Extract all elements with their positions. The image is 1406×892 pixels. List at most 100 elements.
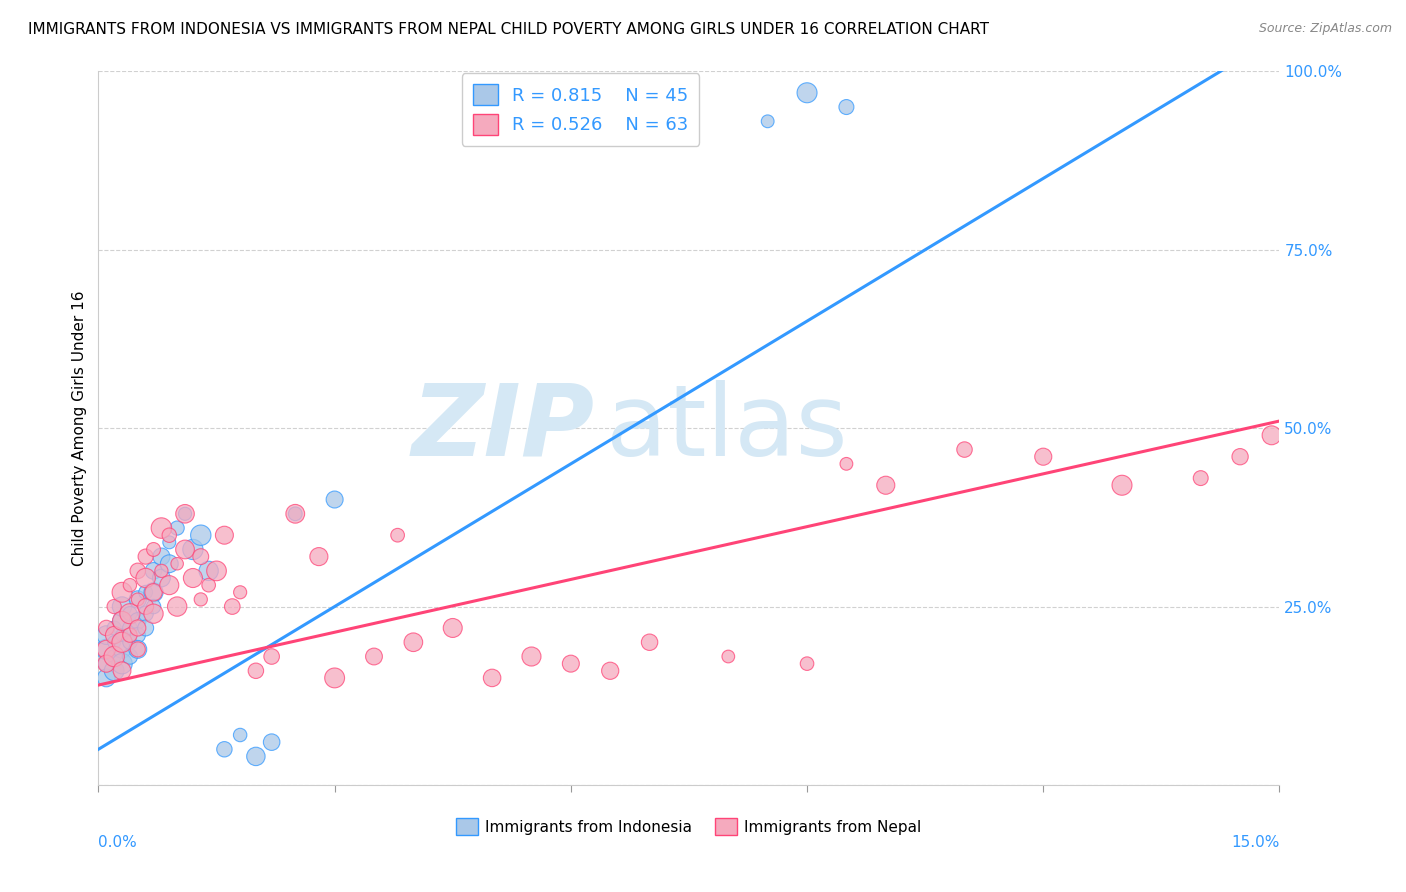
- Point: [150, 571, 173, 585]
- Point: [875, 478, 897, 492]
- Point: [481, 671, 503, 685]
- Point: [796, 86, 818, 100]
- Point: [127, 592, 149, 607]
- Point: [1032, 450, 1054, 464]
- Point: [111, 628, 134, 642]
- Point: [96, 628, 118, 642]
- Point: [118, 635, 141, 649]
- Point: [387, 528, 409, 542]
- Point: [118, 578, 141, 592]
- Point: [441, 621, 464, 635]
- Point: [560, 657, 582, 671]
- Point: [323, 492, 346, 507]
- Point: [190, 549, 212, 564]
- Point: [197, 564, 219, 578]
- Y-axis label: Child Poverty Among Girls Under 16: Child Poverty Among Girls Under 16: [72, 291, 87, 566]
- Point: [142, 564, 165, 578]
- Point: [103, 621, 125, 635]
- Point: [135, 599, 157, 614]
- Point: [150, 564, 173, 578]
- Legend: Immigrants from Indonesia, Immigrants from Nepal: Immigrants from Indonesia, Immigrants fr…: [450, 812, 928, 841]
- Point: [157, 578, 180, 592]
- Point: [150, 521, 173, 535]
- Point: [111, 614, 134, 628]
- Point: [103, 664, 125, 678]
- Point: [214, 742, 236, 756]
- Point: [111, 585, 134, 599]
- Point: [127, 628, 149, 642]
- Point: [103, 649, 125, 664]
- Point: [142, 542, 165, 557]
- Point: [174, 507, 197, 521]
- Point: [157, 528, 180, 542]
- Point: [142, 585, 165, 599]
- Point: [205, 564, 228, 578]
- Text: 15.0%: 15.0%: [1232, 835, 1279, 850]
- Point: [245, 749, 267, 764]
- Point: [135, 571, 157, 585]
- Point: [111, 642, 134, 657]
- Point: [229, 728, 252, 742]
- Point: [197, 578, 219, 592]
- Point: [118, 607, 141, 621]
- Point: [142, 585, 165, 599]
- Point: [229, 585, 252, 599]
- Point: [190, 592, 212, 607]
- Point: [221, 599, 243, 614]
- Point: [96, 657, 118, 671]
- Point: [111, 599, 134, 614]
- Point: [135, 607, 157, 621]
- Point: [127, 614, 149, 628]
- Point: [111, 635, 134, 649]
- Point: [638, 635, 661, 649]
- Point: [111, 664, 134, 678]
- Point: [135, 549, 157, 564]
- Point: [103, 628, 125, 642]
- Point: [111, 614, 134, 628]
- Point: [260, 649, 283, 664]
- Point: [96, 657, 118, 671]
- Point: [835, 100, 858, 114]
- Point: [142, 599, 165, 614]
- Point: [118, 649, 141, 664]
- Point: [214, 528, 236, 542]
- Point: [284, 507, 307, 521]
- Point: [127, 564, 149, 578]
- Point: [284, 507, 307, 521]
- Point: [245, 664, 267, 678]
- Text: atlas: atlas: [606, 380, 848, 476]
- Point: [127, 621, 149, 635]
- Point: [174, 507, 197, 521]
- Point: [174, 542, 197, 557]
- Text: IMMIGRANTS FROM INDONESIA VS IMMIGRANTS FROM NEPAL CHILD POVERTY AMONG GIRLS UND: IMMIGRANTS FROM INDONESIA VS IMMIGRANTS …: [28, 22, 988, 37]
- Text: Source: ZipAtlas.com: Source: ZipAtlas.com: [1258, 22, 1392, 36]
- Point: [953, 442, 976, 457]
- Point: [402, 635, 425, 649]
- Point: [135, 621, 157, 635]
- Point: [181, 542, 204, 557]
- Point: [150, 549, 173, 564]
- Point: [142, 607, 165, 621]
- Point: [166, 521, 188, 535]
- Point: [127, 642, 149, 657]
- Point: [756, 114, 779, 128]
- Point: [127, 642, 149, 657]
- Point: [1111, 478, 1133, 492]
- Point: [118, 628, 141, 642]
- Text: 0.0%: 0.0%: [98, 835, 138, 850]
- Point: [260, 735, 283, 749]
- Point: [96, 642, 118, 657]
- Point: [103, 635, 125, 649]
- Point: [118, 621, 141, 635]
- Point: [323, 671, 346, 685]
- Point: [520, 649, 543, 664]
- Point: [717, 649, 740, 664]
- Point: [599, 664, 621, 678]
- Point: [96, 642, 118, 657]
- Text: ZIP: ZIP: [412, 380, 595, 476]
- Point: [363, 649, 385, 664]
- Point: [127, 592, 149, 607]
- Point: [118, 607, 141, 621]
- Point: [166, 557, 188, 571]
- Point: [190, 528, 212, 542]
